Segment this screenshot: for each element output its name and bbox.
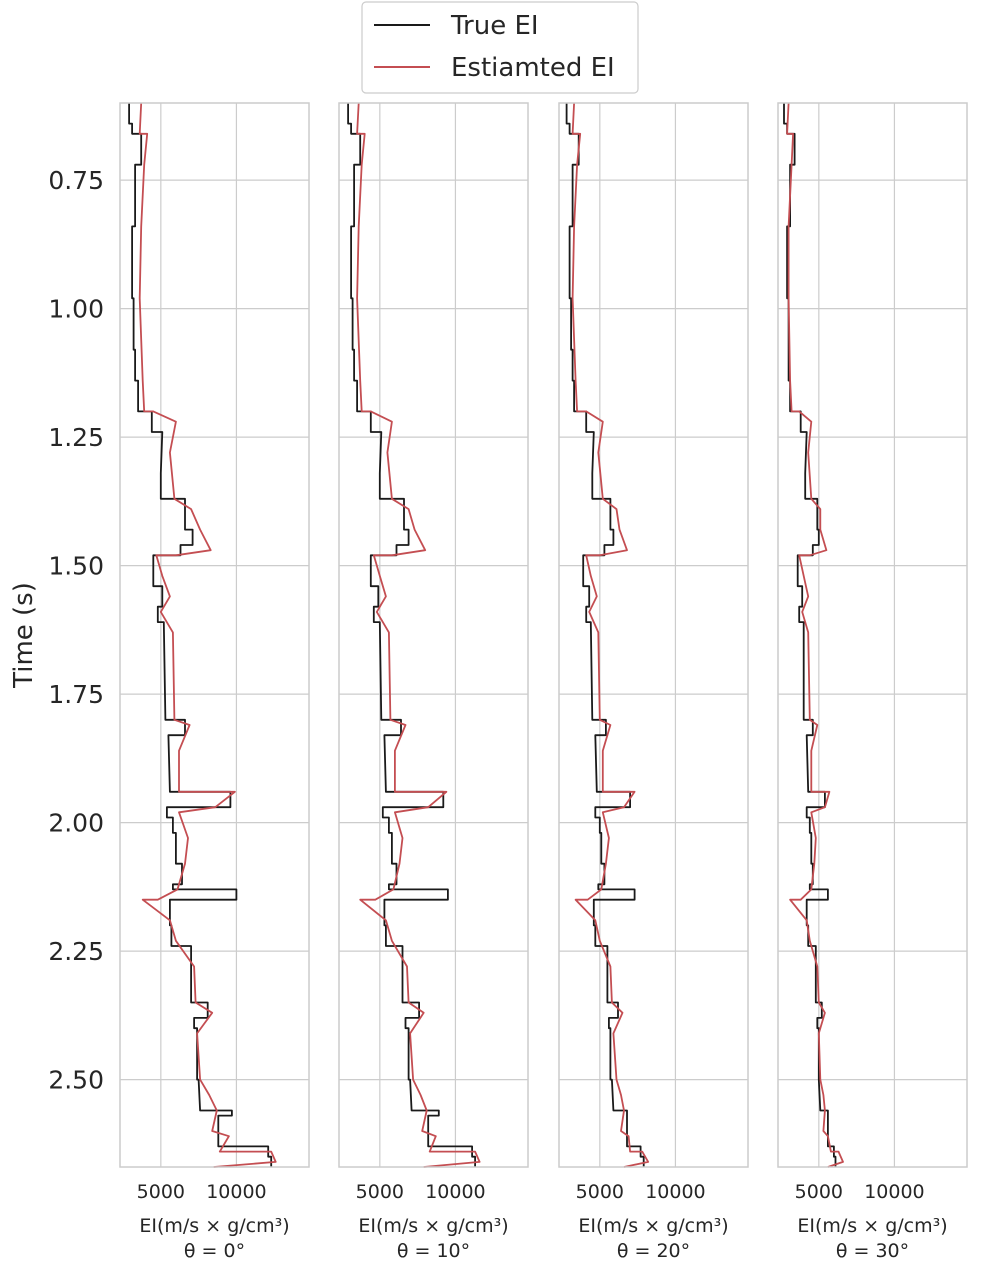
axes-frame <box>338 102 529 1168</box>
legend-label-true-ei: True EI <box>450 11 539 41</box>
y-tick-label-2.50: 2.50 <box>48 1066 104 1095</box>
series-line-estiamted-ei <box>571 102 650 1168</box>
x-tick-label-10000: 10000 <box>206 1181 266 1203</box>
x-axis-label: EI(m/s × g/cm³) <box>797 1215 947 1237</box>
y-tick-label-2.00: 2.00 <box>48 809 104 838</box>
x-tick-label-5000: 5000 <box>576 1181 624 1203</box>
series-line-true-ei <box>128 103 273 1167</box>
x-axis-label: EI(m/s × g/cm³) <box>139 1215 289 1237</box>
series-line-true-ei <box>565 103 645 1167</box>
x-axis-angle-label: θ = 0° <box>184 1240 245 1262</box>
y-tick-label-0.75: 0.75 <box>48 166 104 195</box>
y-tick-label-1.75: 1.75 <box>48 680 104 709</box>
x-axis-angle-label: θ = 10° <box>397 1240 470 1262</box>
series-line-estiamted-ei <box>138 102 277 1168</box>
x-axis-label: EI(m/s × g/cm³) <box>358 1215 508 1237</box>
legend-label-estimated-ei: Estiamted EI <box>451 53 615 83</box>
x-tick-label-10000: 10000 <box>645 1181 705 1203</box>
axes-frame <box>777 102 968 1168</box>
panel-theta-30: 5000 10000 EI(m/s × g/cm³) θ = 30° <box>777 102 968 1262</box>
y-tick-label-1.00: 1.00 <box>48 295 104 324</box>
y-tick-label-2.25: 2.25 <box>48 937 104 966</box>
x-tick-label-5000: 5000 <box>137 1181 185 1203</box>
axes-frame <box>119 102 310 1168</box>
panel-theta-0: 5000 10000 EI(m/s × g/cm³) θ = 0° 0.75 1.00 1.… <box>48 102 310 1262</box>
panel-theta-20: 5000 10000 EI(m/s × g/cm³) θ = 20° <box>558 102 749 1262</box>
x-tick-label-5000: 5000 <box>795 1181 843 1203</box>
legend-frame <box>361 1 639 94</box>
x-axis-angle-label: θ = 20° <box>617 1240 690 1262</box>
axes-frame <box>558 102 749 1168</box>
x-tick-label-10000: 10000 <box>864 1181 924 1203</box>
series-line-true-ei <box>347 103 477 1167</box>
series-line-estiamted-ei <box>786 102 844 1168</box>
x-tick-label-10000: 10000 <box>425 1181 485 1203</box>
x-tick-label-5000: 5000 <box>356 1181 404 1203</box>
series-line-estiamted-ei <box>356 102 481 1168</box>
y-tick-label-1.25: 1.25 <box>48 423 104 452</box>
legend: True EI Estiamted EI <box>361 1 639 94</box>
x-axis-angle-label: θ = 30° <box>836 1240 909 1262</box>
y-tick-label-1.50: 1.50 <box>48 552 104 581</box>
y-axis-label: Time (s) <box>9 582 39 689</box>
panel-theta-10: 5000 10000 EI(m/s × g/cm³) θ = 10° <box>338 102 529 1262</box>
x-axis-label: EI(m/s × g/cm³) <box>578 1215 728 1237</box>
